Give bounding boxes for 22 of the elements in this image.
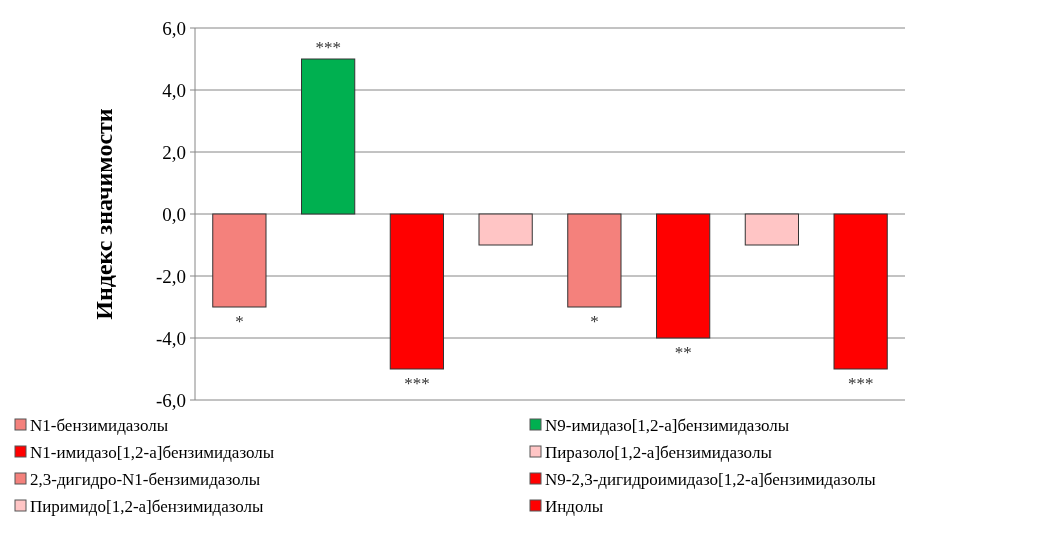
y-axis-title: Индекс значимости [91,108,117,320]
legend-label: 2,3-дигидро-N1-бензимидазолы [30,469,261,489]
y-tick-label: 2,0 [162,141,186,163]
legend-label: N9-2,3-дигидроимидазо[1,2-a]бензимидазолы [545,469,877,489]
legend-label: Пиримидо[1,2-a]бензимидазолы [30,496,265,516]
annotation: * [235,312,244,331]
annotation: *** [315,38,341,57]
legend-label: Индолы [545,496,604,516]
y-tick-label: 4,0 [162,79,186,101]
legend-label: N1-имидазо[1,2-a]бензимидазолы [30,442,275,462]
legend-label: N9-имидазо[1,2-a]бензимидазолы [545,415,790,435]
y-tick-label: -6,0 [155,389,186,411]
y-tick-label: 0,0 [162,203,186,225]
y-tick-label: -2,0 [155,265,186,287]
y-tick-label: 6,0 [162,17,186,39]
annotation: ** [674,343,692,362]
legend-label: N1-бензимидазолы [30,415,169,435]
annotation: *** [847,374,874,393]
annotation: *** [404,374,430,393]
y-tick-label: -4,0 [155,327,186,349]
annotation: * [590,312,599,331]
legend-label: Пиразоло[1,2-a]бензимидазолы [545,442,773,462]
